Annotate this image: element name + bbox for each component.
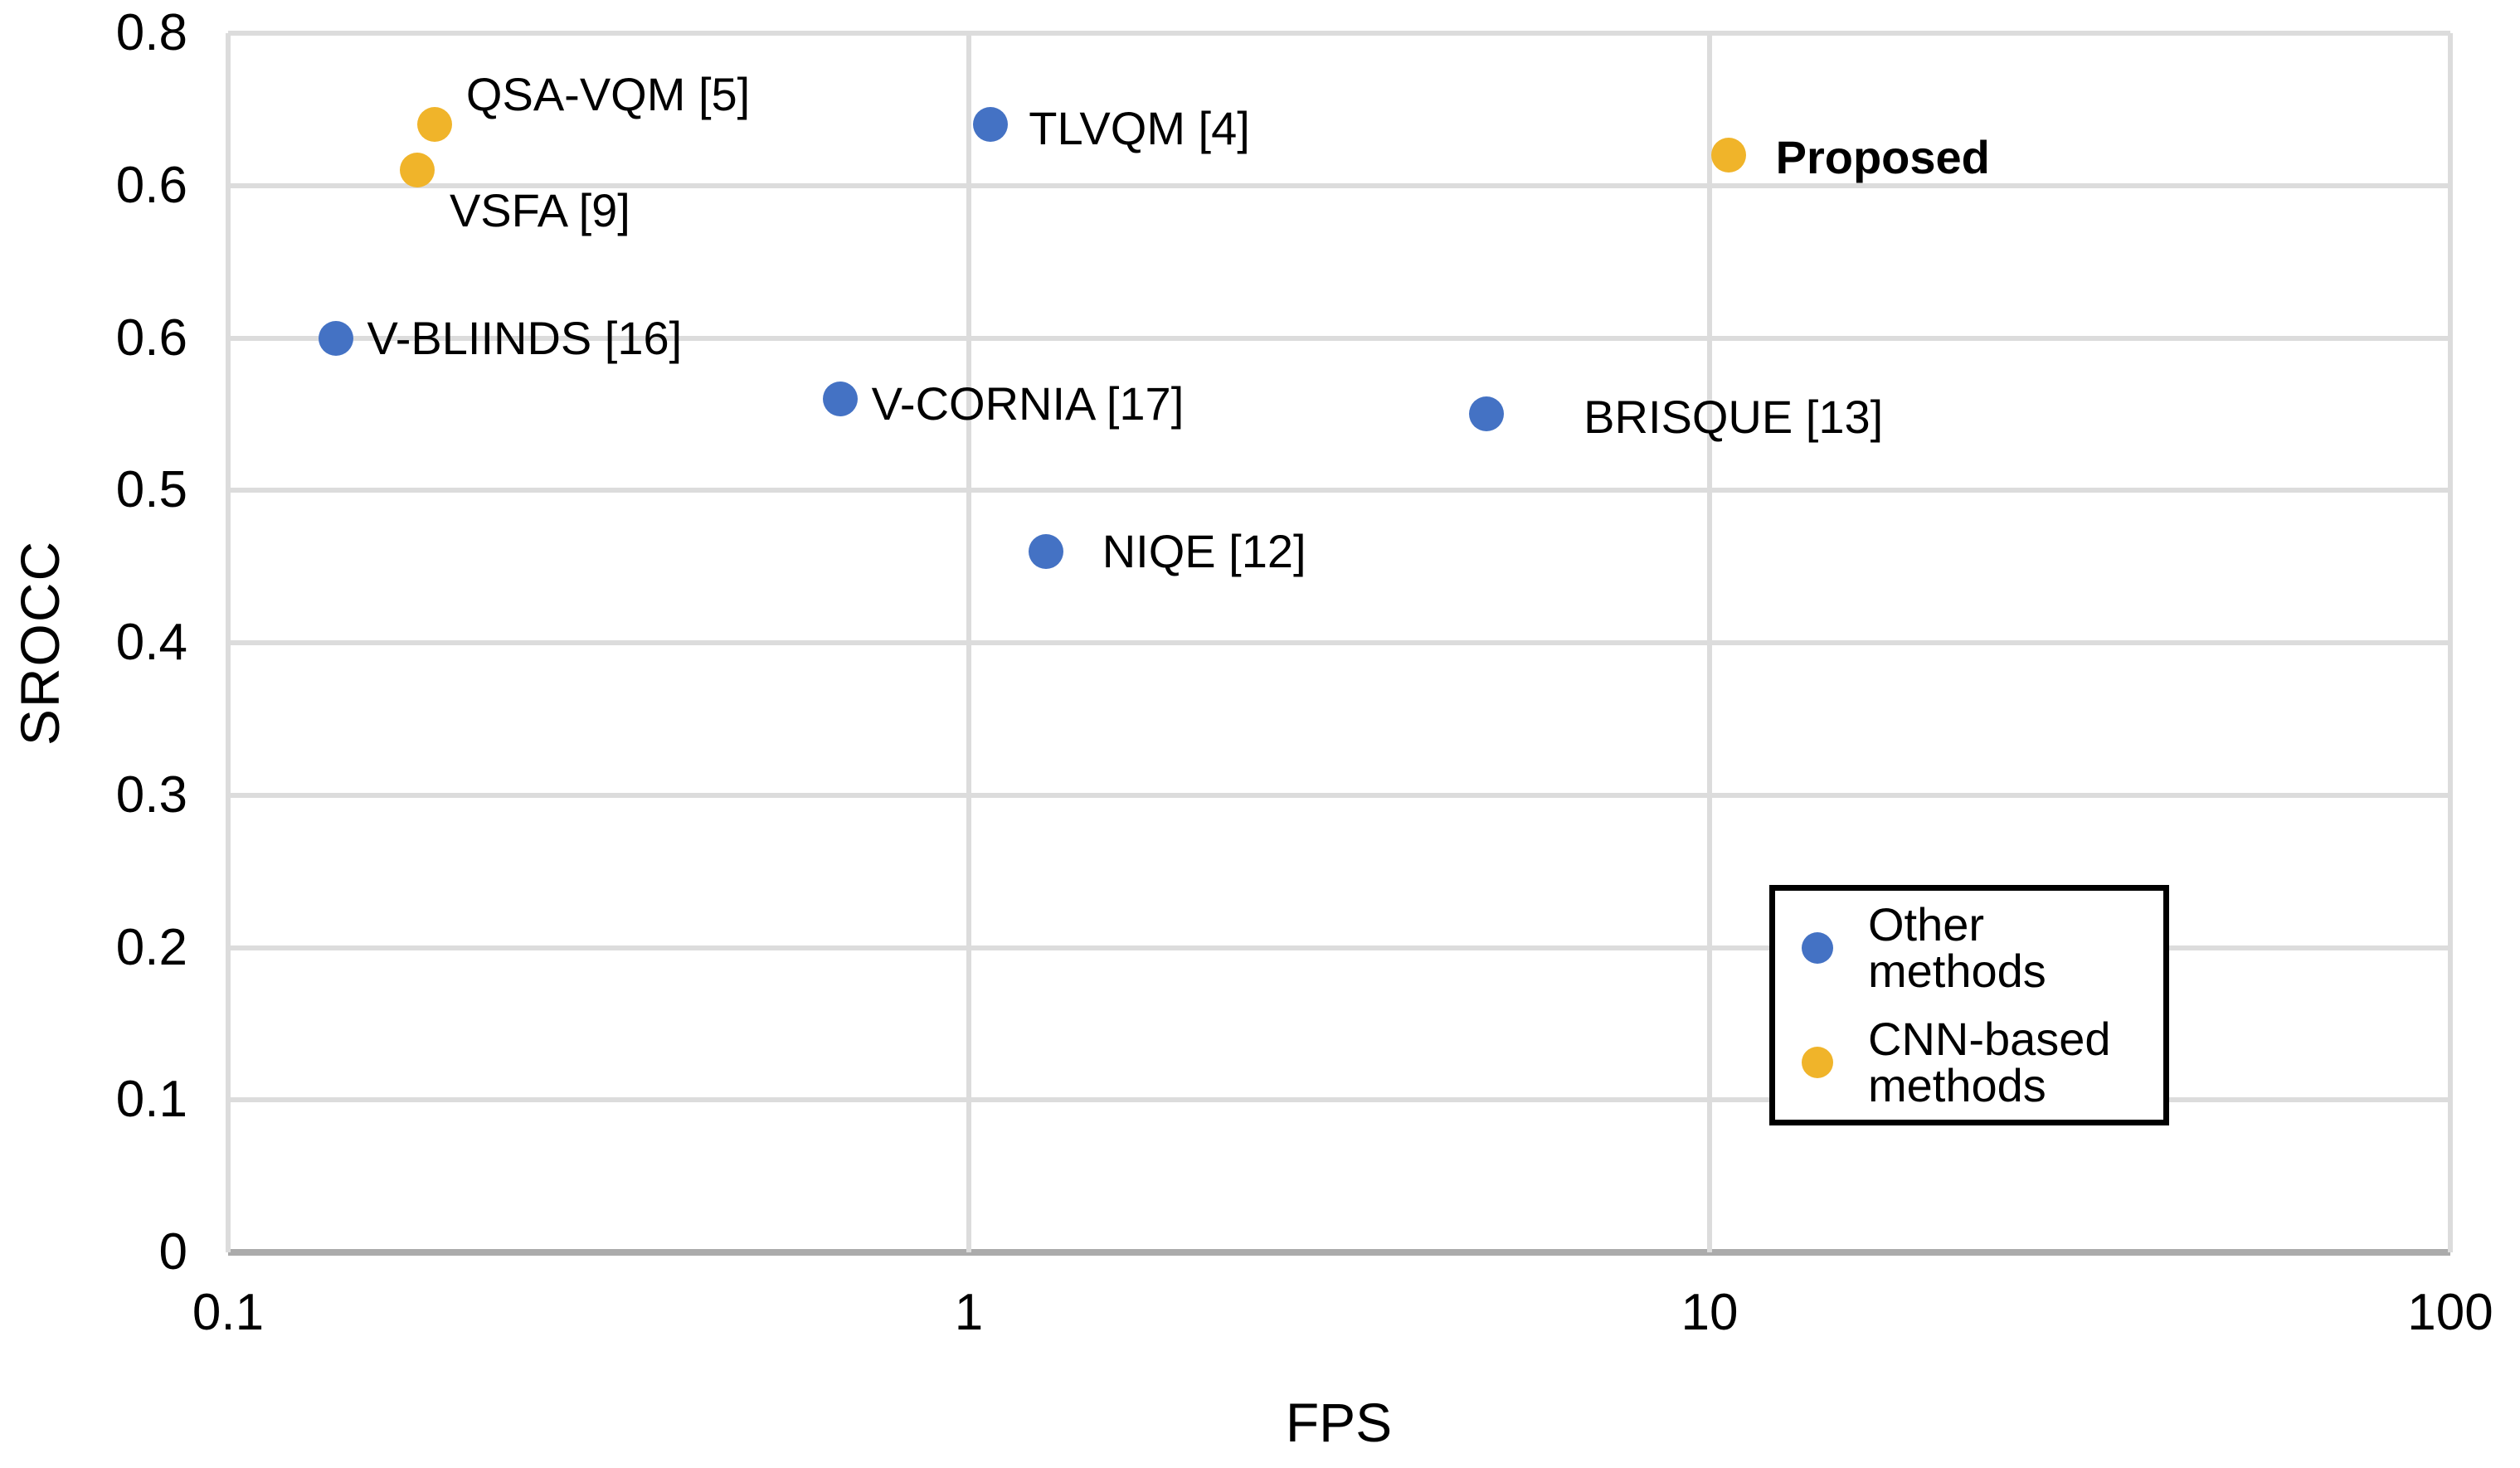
x-tick-label: 1 xyxy=(954,1284,984,1341)
data-point-dot xyxy=(1469,396,1505,432)
data-point-dot xyxy=(1028,533,1063,569)
data-point-label: V-CORNIA [17] xyxy=(871,377,1185,430)
y-tick-label: 0.8 xyxy=(115,4,187,61)
data-point-label: V-BLIINDS [16] xyxy=(367,311,683,364)
y-tick-label: 0.5 xyxy=(115,461,187,519)
grid-line-v xyxy=(2448,33,2453,1252)
data-point-dot xyxy=(416,107,452,143)
y-tick-label: 0.3 xyxy=(115,766,187,824)
data-point-label: NIQE [12] xyxy=(1102,524,1306,577)
grid-line-h xyxy=(228,792,2450,798)
x-tick-label: 10 xyxy=(1681,1284,1739,1341)
data-point-dot xyxy=(973,107,1009,143)
legend-item: CNN-based methods xyxy=(1802,1016,2163,1109)
x-axis-title: FPS xyxy=(1285,1392,1393,1453)
y-tick-label: 0.4 xyxy=(115,614,187,671)
y-tick-label: 0 xyxy=(158,1223,187,1281)
legend-label: CNN-based methods xyxy=(1868,1013,2111,1111)
data-point-dot xyxy=(822,382,858,416)
legend-marker-icon xyxy=(1802,1047,1833,1078)
grid-line-v xyxy=(226,33,231,1252)
grid-line-h xyxy=(228,945,2450,950)
x-tick-label: 0.1 xyxy=(192,1284,265,1341)
grid-line-v xyxy=(966,33,971,1252)
grid-line-v xyxy=(1707,33,1712,1252)
y-tick-label: 0.6 xyxy=(115,156,187,214)
grid-line-h xyxy=(228,1097,2450,1103)
data-point-dot xyxy=(1710,138,1746,173)
legend-marker-icon xyxy=(1802,932,1833,964)
grid-line-h xyxy=(228,488,2450,493)
data-point-label: BRISQUE [13] xyxy=(1584,391,1884,444)
x-axis-line xyxy=(228,1249,2450,1256)
data-point-label: QSA-VQM [5] xyxy=(465,68,751,121)
grid-line-h xyxy=(228,640,2450,645)
legend-item: Other methods xyxy=(1802,902,2163,994)
grid-line-h xyxy=(228,31,2450,36)
y-tick-label: 0.1 xyxy=(115,1071,187,1129)
y-tick-label: 0.6 xyxy=(115,309,187,367)
data-point-dot xyxy=(399,153,435,188)
data-point-label: TLVQM [4] xyxy=(1029,102,1250,155)
legend-box: Other methods CNN-based methods xyxy=(1769,885,2169,1125)
legend-label: Other methods xyxy=(1868,898,2046,997)
data-point-label: Proposed xyxy=(1775,131,1990,183)
grid-line-h xyxy=(228,335,2450,341)
data-point-dot xyxy=(319,320,354,356)
data-point-label: VSFA [9] xyxy=(449,184,630,237)
x-tick-label: 100 xyxy=(2407,1284,2493,1341)
y-tick-label: 0.2 xyxy=(115,918,187,976)
grid-line-h xyxy=(228,182,2450,188)
